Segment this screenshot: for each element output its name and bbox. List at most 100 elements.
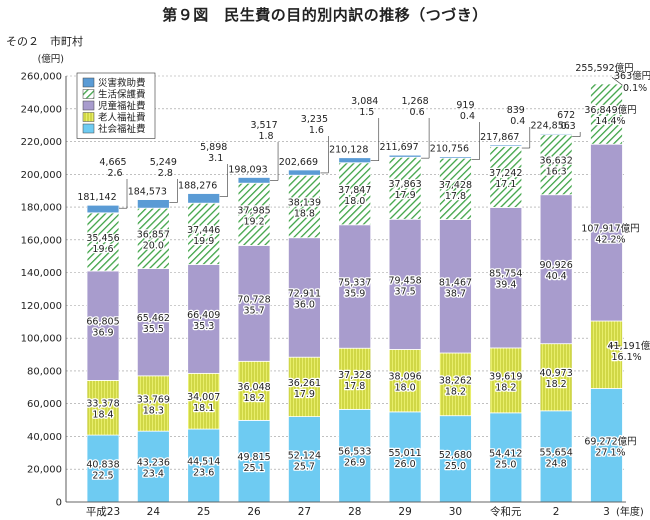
data-label: 37,847: [338, 185, 371, 196]
y-tick-label: 40,000: [27, 432, 62, 443]
bar-segment: [338, 347, 372, 410]
pct-label: 23.4: [143, 469, 164, 480]
leader-line: [611, 76, 623, 86]
bar-segment: [187, 264, 221, 374]
pct-label: 0.4: [460, 111, 475, 122]
data-label: 37,446: [187, 225, 220, 236]
bar-segment: [439, 415, 472, 503]
x-tick-label: 平成23: [86, 506, 120, 518]
pct-label: 42.2%: [595, 235, 625, 246]
data-label: 40,838: [86, 460, 119, 471]
pct-label: 17.9: [294, 389, 315, 400]
legend-label: 児童福祉費: [98, 100, 146, 112]
data-label: 37,985: [237, 205, 270, 216]
data-label: 839: [507, 105, 525, 116]
x-tick-label: 26: [247, 506, 261, 518]
pct-label: 18.2: [243, 393, 264, 404]
data-label: 75,337: [338, 277, 371, 288]
bar-segment: [136, 199, 170, 209]
total-label: 255,592億円: [575, 62, 633, 74]
y-tick-label: 200,000: [21, 170, 62, 181]
data-label: 36,261: [288, 378, 321, 389]
bar-segment: [287, 356, 321, 417]
pct-label: 18.3: [143, 405, 164, 416]
bar-segment: [338, 162, 372, 226]
bar-segment: [287, 237, 321, 358]
total-label: 198,093: [228, 164, 267, 175]
legend-swatch: [82, 112, 95, 122]
bar-segment: [539, 343, 573, 412]
pct-label: 40.4: [546, 271, 567, 282]
pct-label: 25.0: [495, 459, 516, 470]
legend-swatch: [82, 89, 95, 99]
bar-segment: [489, 146, 523, 208]
bar-segment: [287, 169, 321, 176]
pct-label: 23.6: [193, 468, 214, 479]
pct-label: 35.5: [143, 324, 164, 335]
bar-segment: [590, 82, 623, 85]
bar-segment: [539, 133, 573, 136]
legend-label: 生活保護費: [98, 89, 146, 101]
pct-label: 36.0: [294, 299, 315, 310]
bar-segment: [489, 144, 523, 147]
pct-label: 26.0: [395, 459, 416, 470]
total-label: 224,856: [531, 121, 570, 132]
data-label: 43,236: [137, 458, 170, 469]
bar-segment: [539, 194, 573, 345]
legend-label: 災害救助費: [98, 77, 146, 89]
pct-label: 0.6: [410, 107, 425, 118]
x-tick-label: 25: [197, 506, 210, 518]
data-label: 1,268: [401, 96, 428, 107]
data-label: 81,467: [439, 277, 472, 288]
bar-segment: [237, 182, 271, 246]
data-label: 52,680: [439, 450, 472, 461]
x-tick-label: 2: [553, 506, 560, 518]
pct-label: 35.7: [243, 305, 264, 316]
bar-segment: [287, 416, 321, 503]
bar-segment: [338, 157, 372, 164]
data-label: 37,863: [388, 179, 421, 190]
pct-label: 0.3: [561, 121, 576, 132]
pct-label: 0.1%: [623, 83, 647, 94]
x-tick-label: 24: [147, 506, 161, 518]
total-label: 181,142: [77, 192, 116, 203]
data-label: 72,911: [288, 288, 321, 299]
bar-segment: [237, 245, 271, 362]
bar-segment: [338, 224, 372, 349]
pct-label: 16.3: [546, 167, 567, 178]
pct-label: 18.0: [344, 196, 365, 207]
data-label: 36,857: [137, 229, 170, 240]
y-tick-label: 100,000: [21, 334, 62, 345]
legend-swatch: [82, 77, 95, 88]
data-label: 3,084: [351, 96, 378, 107]
data-label: 55,654: [540, 447, 573, 458]
data-label: 38,096: [388, 372, 421, 383]
pct-label: 25.0: [445, 461, 466, 472]
bar-segment: [590, 388, 623, 503]
x-tick-label: 29: [398, 506, 411, 518]
data-label: 56,533: [338, 447, 371, 458]
y-tick-label: 60,000: [27, 399, 62, 410]
y-tick-label: 180,000: [21, 203, 62, 214]
data-label: 41,191億円: [608, 340, 650, 352]
bar-segment: [539, 410, 573, 503]
pct-label: 25.1: [243, 463, 264, 474]
data-label: 34,007: [187, 392, 220, 403]
data-label: 33,378: [86, 399, 119, 410]
pct-label: 38.7: [445, 288, 466, 299]
pct-label: 18.0: [395, 383, 416, 394]
bar-segment: [388, 154, 422, 158]
bar-segment: [489, 412, 523, 503]
data-label: 107,917億円: [581, 223, 639, 235]
bar-segment: [237, 360, 271, 421]
pct-label: 25.7: [294, 461, 315, 472]
pct-label: 39.4: [495, 280, 516, 291]
pct-label: 19.6: [92, 244, 113, 255]
bar-segment: [388, 218, 422, 350]
pct-label: 14.4%: [595, 116, 625, 127]
bar-segment: [388, 411, 422, 503]
bar-segment: [439, 157, 472, 220]
data-label: 37,242: [489, 168, 522, 179]
total-label: 210,128: [329, 145, 368, 156]
